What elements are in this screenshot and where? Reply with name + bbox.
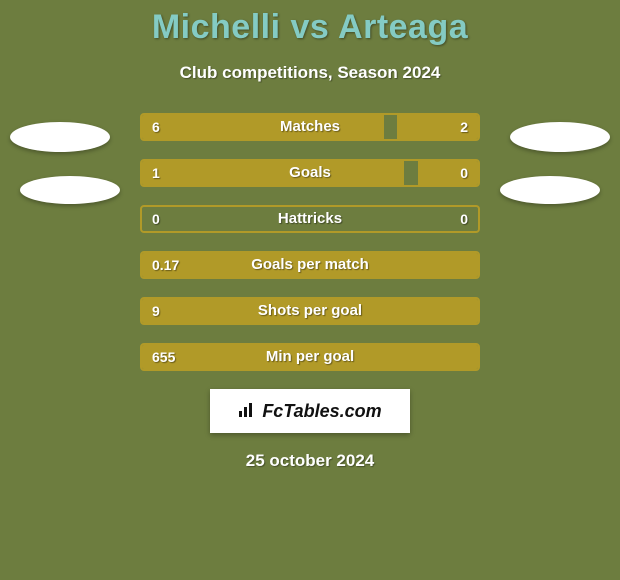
vs-label: vs	[291, 8, 330, 46]
bar-left-fill	[142, 161, 404, 185]
bar-right-fill	[418, 161, 478, 185]
logo-box: FcTables.com	[210, 389, 410, 433]
bar-row-goals: 1 Goals 0	[140, 159, 480, 187]
bar-label: Hattricks	[142, 207, 478, 231]
logo-text: FcTables.com	[238, 401, 381, 422]
bar-right-fill	[397, 115, 478, 139]
bar-row-matches: 6 Matches 2	[140, 113, 480, 141]
bar-left-fill	[142, 299, 478, 323]
stat-bars: 6 Matches 2 1 Goals 0 0 Hattricks 0 0.17…	[140, 113, 480, 371]
team-badge-left-2	[20, 176, 120, 204]
bar-row-shots-per-goal: 9 Shots per goal	[140, 297, 480, 325]
player2-name: Arteaga	[338, 8, 468, 46]
bar-chart-icon	[238, 402, 258, 421]
bar-left-fill	[142, 253, 478, 277]
player1-name: Michelli	[152, 8, 281, 46]
bar-left-fill	[142, 345, 478, 369]
bar-row-hattricks: 0 Hattricks 0	[140, 205, 480, 233]
team-badge-right-2	[500, 176, 600, 204]
bar-left-fill	[142, 115, 384, 139]
team-badge-right-1	[510, 122, 610, 152]
logo-label: FcTables.com	[262, 401, 381, 422]
date-label: 25 october 2024	[0, 451, 620, 471]
page-title: Michelli vs Arteaga	[0, 0, 620, 47]
subtitle: Club competitions, Season 2024	[0, 63, 620, 83]
team-badge-left-1	[10, 122, 110, 152]
bar-row-min-per-goal: 655 Min per goal	[140, 343, 480, 371]
bar-row-goals-per-match: 0.17 Goals per match	[140, 251, 480, 279]
bar-right-value: 0	[460, 207, 468, 231]
bar-left-value: 0	[152, 207, 160, 231]
